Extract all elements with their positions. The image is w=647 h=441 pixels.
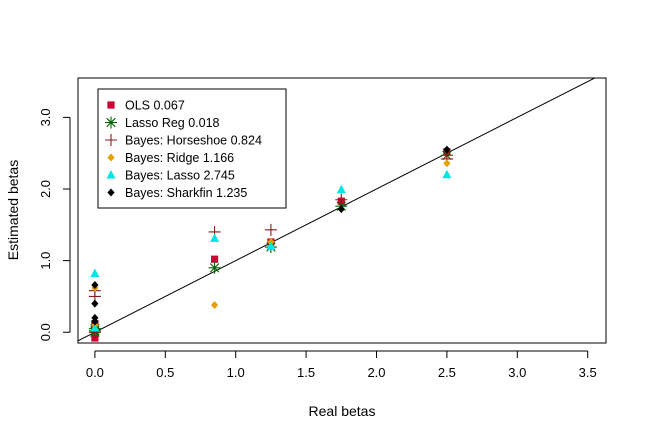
x-tick-label: 2.0	[367, 365, 385, 380]
data-point	[264, 223, 277, 236]
data-point	[91, 313, 99, 322]
x-tick-label: 1.5	[297, 365, 315, 380]
x-tick-label: 2.5	[438, 365, 456, 380]
legend-entry-label: Bayes: Sharkfin 1.235	[125, 186, 247, 200]
data-point	[442, 169, 452, 179]
data-point	[336, 184, 346, 194]
x-tick-label: 3.5	[579, 365, 597, 380]
legend-marker	[106, 170, 116, 179]
legend-marker	[107, 101, 115, 109]
plot-frame	[77, 77, 607, 344]
y-tick-label: 0.0	[38, 323, 53, 341]
legend-marker	[105, 134, 117, 146]
legend-marker	[107, 153, 115, 162]
data-point	[443, 145, 451, 154]
data-point	[90, 322, 100, 332]
y-axis: 0.0 1.0 2.0 3.0	[38, 108, 71, 341]
legend-marker	[105, 116, 117, 129]
x-tick-label: 3.0	[508, 365, 526, 380]
y-tick-label: 1.0	[38, 252, 53, 270]
legend-marker	[107, 188, 115, 197]
data-point	[208, 261, 221, 274]
data-point	[337, 205, 345, 214]
data-point	[335, 193, 348, 206]
x-tick-label: 1.0	[227, 365, 245, 380]
y-tick-label: 2.0	[38, 180, 53, 198]
data-point	[91, 299, 99, 308]
data-point	[210, 233, 220, 242]
x-tick-label: 0.5	[156, 365, 174, 380]
data-point	[210, 255, 219, 263]
x-tick-label: 0.0	[86, 365, 104, 380]
legend-entry-label: Bayes: Horseshoe 0.824	[125, 134, 262, 148]
data-point	[266, 241, 276, 250]
legend-entry-label: OLS 0.067	[125, 99, 185, 113]
legend-box	[97, 88, 287, 209]
legend-entry-label: Bayes: Lasso 2.745	[125, 169, 235, 183]
series-diamond-000000	[91, 145, 451, 326]
data-point	[443, 159, 451, 168]
legend-entry-label: Bayes: Ridge 1.166	[125, 151, 234, 165]
series-triangle-00e5e5	[90, 169, 452, 332]
x-axis: 0.0 0.5 1.0 1.5 2.0 2.5 3.0 3.5	[86, 350, 597, 380]
y-axis-title: Estimated betas	[5, 160, 21, 260]
legend: OLS 0.067 Lasso Reg 0.018 Bayes: Horseshoe…	[97, 88, 287, 209]
data-point	[90, 268, 100, 278]
y-tick-label: 3.0	[38, 108, 53, 126]
data-point	[91, 280, 99, 289]
data-point	[210, 301, 219, 310]
legend-entry-label: Lasso Reg 0.018	[125, 116, 220, 130]
x-axis-title: Real betas	[309, 403, 376, 419]
